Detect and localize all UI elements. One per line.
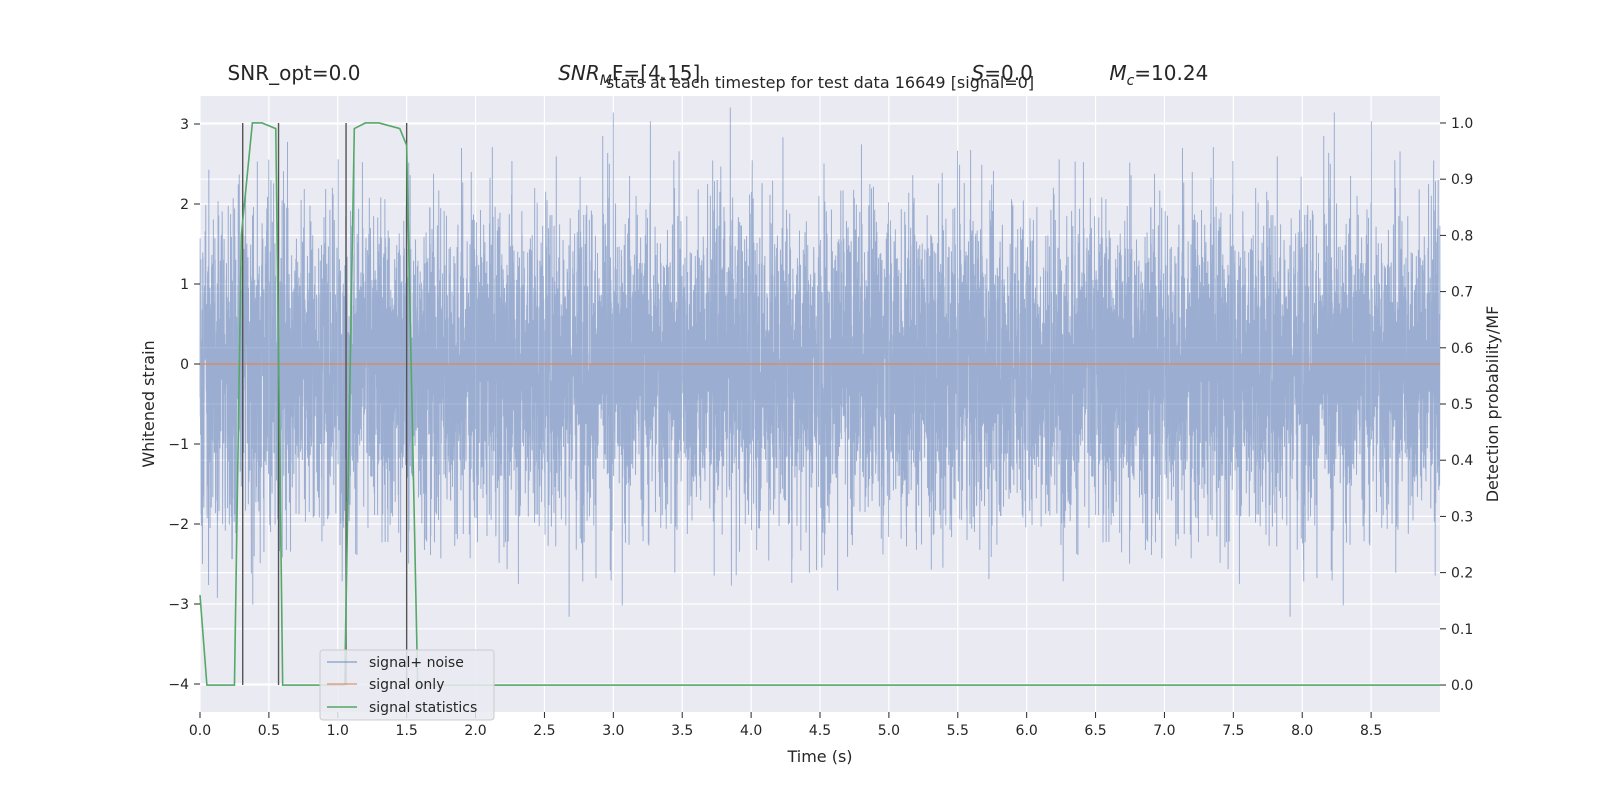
x-tick-label: 4.0 <box>740 723 762 739</box>
annotation-sub: M <box>600 73 612 89</box>
y2-tick-label: 0.7 <box>1451 285 1473 301</box>
y2-tick-label: 0.4 <box>1451 453 1473 469</box>
y2-tick-label: 0.2 <box>1451 566 1473 582</box>
y2-tick-label: 0.5 <box>1451 397 1473 413</box>
y2-tick-label: 0.0 <box>1451 678 1473 694</box>
annotation-3: Mc=10.24 <box>1109 61 1208 89</box>
x-tick-label: 3.0 <box>602 723 624 739</box>
legend-label-signal-only: signal only <box>369 677 444 693</box>
x-tick-label: 5.5 <box>947 723 969 739</box>
x-tick-label: 4.5 <box>809 723 831 739</box>
x-tick-label: 7.5 <box>1222 723 1244 739</box>
x-tick-label: 1.0 <box>327 723 349 739</box>
annotation-base: M <box>1109 61 1126 85</box>
y2-tick-label: 0.1 <box>1451 622 1473 638</box>
y-tick-label: 0 <box>180 357 189 373</box>
x-tick-label: 2.0 <box>464 723 486 739</box>
y-tick-label: 2 <box>180 197 189 213</box>
annotation-suffix: F=[4.15] <box>612 61 700 85</box>
x-tick-label: 1.5 <box>396 723 418 739</box>
y2-tick-label: 0.9 <box>1451 172 1473 188</box>
y-axis-label: Whitened strain <box>139 340 158 467</box>
x-tick-label: 0.5 <box>258 723 280 739</box>
annotation-sub: c <box>1127 73 1135 89</box>
legend-label-signal-statistics: signal statistics <box>369 700 477 716</box>
x-tick-label: 8.0 <box>1291 723 1313 739</box>
x-tick-label: 2.5 <box>533 723 555 739</box>
legend-box <box>319 649 495 721</box>
x-axis-label: Time (s) <box>786 747 852 766</box>
annotation-0: SNR_opt=0.0 <box>228 61 361 85</box>
y-tick-label: −4 <box>168 677 189 693</box>
legend: signal+ noise signal only signal statist… <box>319 649 495 721</box>
x-tick-label: 6.5 <box>1084 723 1106 739</box>
chart-title: stats at each timestep for test data 166… <box>606 73 1034 92</box>
y2-tick-label: 0.3 <box>1451 509 1473 525</box>
y2-tick-label: 0.8 <box>1451 228 1473 244</box>
y-tick-label: −3 <box>168 597 189 613</box>
annotation-base: SNR <box>558 61 600 85</box>
annotation-suffix: =0.0 <box>984 61 1033 85</box>
annotation-1: SNRMF=[4.15] <box>558 61 700 89</box>
y-tick-label: 3 <box>180 117 189 133</box>
annotation-suffix: =10.24 <box>1134 61 1208 85</box>
y-tick-label: −2 <box>168 517 189 533</box>
x-tick-label: 3.5 <box>671 723 693 739</box>
legend-label-signal-noise: signal+ noise <box>369 655 464 671</box>
y2-axis-label: Detection probability/MF <box>1483 306 1502 503</box>
annotation-2: S=0.0 <box>972 61 1033 85</box>
y-tick-label: 1 <box>180 277 189 293</box>
x-tick-label: 0.0 <box>189 723 211 739</box>
annotation-base: S <box>972 61 985 85</box>
y2-tick-label: 0.6 <box>1451 341 1473 357</box>
annotations: SNR_opt=0.0 SNRMF=[4.15] S=0.0 Mc=10.24 <box>228 61 1209 89</box>
x-tick-label: 6.0 <box>1016 723 1038 739</box>
y2-tick-label: 1.0 <box>1451 116 1473 132</box>
x-tick-label: 8.5 <box>1360 723 1382 739</box>
x-tick-label: 5.0 <box>878 723 900 739</box>
x-tick-label: 7.0 <box>1153 723 1175 739</box>
annotation-base: SNR_opt=0.0 <box>228 61 361 85</box>
axes: 0.0 0.5 1.0 1.5 2.0 2.5 3.0 3.5 4.0 4.5 5.0 5.5 6.0 6… <box>168 116 1473 739</box>
y-tick-label: −1 <box>168 437 189 453</box>
